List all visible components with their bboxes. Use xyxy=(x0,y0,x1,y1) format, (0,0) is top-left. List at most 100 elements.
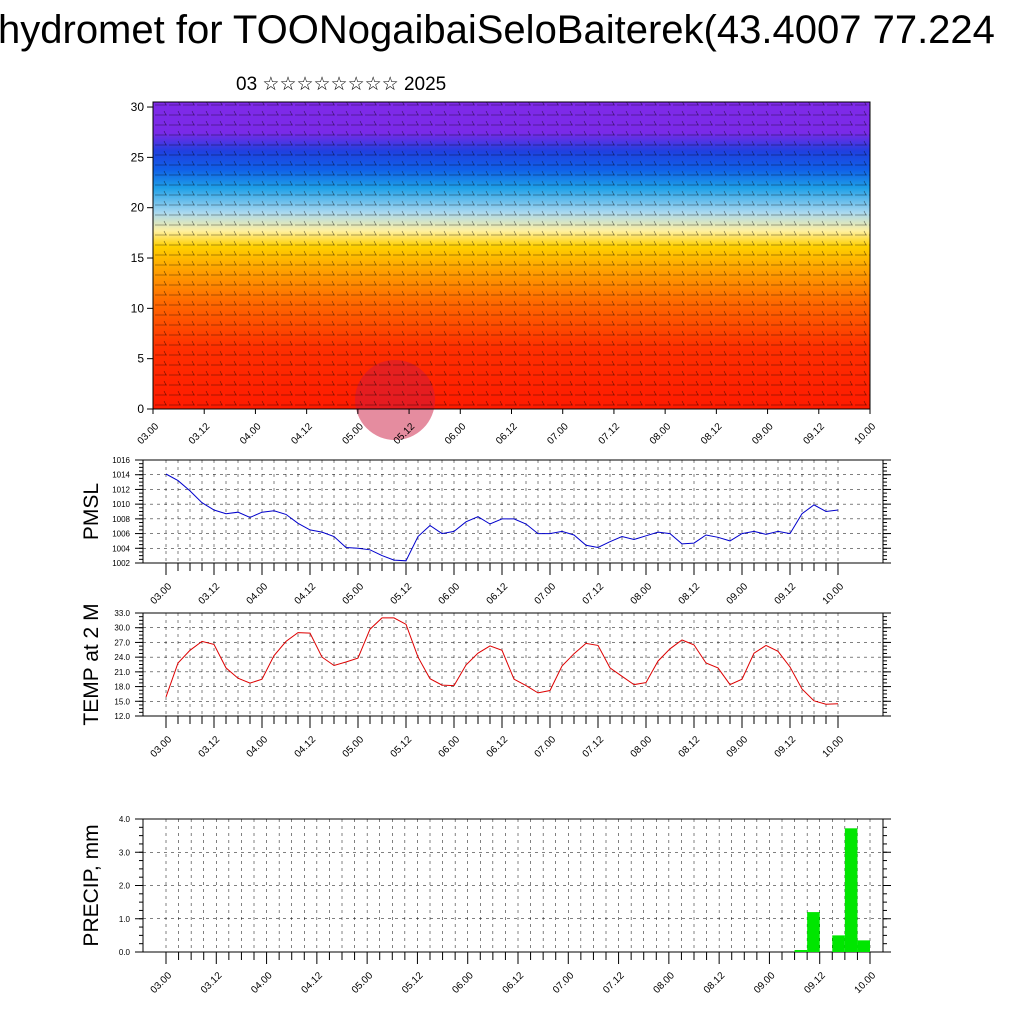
xtick-label: 07.12 xyxy=(581,734,607,760)
series-line xyxy=(165,617,839,705)
xtick-label: 08.00 xyxy=(652,970,678,996)
heatmap-ytick-label: 5 xyxy=(137,352,144,366)
heatmap-xtick-label: 07.12 xyxy=(597,421,623,447)
ytick-label: 21.0 xyxy=(114,668,130,677)
panel-frame xyxy=(142,459,884,564)
heatmap-xtick-label: 08.00 xyxy=(648,421,674,447)
precip-bar xyxy=(807,912,820,952)
y-axis-label: PMSL xyxy=(80,483,103,540)
ytick-label: 1014 xyxy=(112,471,130,480)
xtick-label: 07.00 xyxy=(551,970,577,996)
panel-frame xyxy=(142,612,884,717)
series-line xyxy=(165,473,839,562)
heatmap-xtick-label: 04.12 xyxy=(289,421,315,447)
ytick-label: 24.0 xyxy=(114,653,130,662)
heatmap-xtick-label: 03.00 xyxy=(136,421,162,447)
ytick-label: 4.0 xyxy=(119,815,131,824)
ytick-label: 15.0 xyxy=(114,697,130,706)
heatmap-xtick-label: 03.12 xyxy=(187,421,213,447)
xtick-label: 06.12 xyxy=(485,581,511,607)
ytick-label: 3.0 xyxy=(119,848,131,857)
xtick-label: 09.00 xyxy=(725,581,751,607)
xtick-label: 09.12 xyxy=(773,581,799,607)
xtick-label: 09.00 xyxy=(725,734,751,760)
ytick-label: 30.0 xyxy=(114,624,130,633)
xtick-label: 04.12 xyxy=(300,970,326,996)
y-axis-label: TEMP at 2 M xyxy=(80,603,103,725)
heatmap-xtick-label: 10.00 xyxy=(853,421,879,447)
heatmap-xtick-label: 06.00 xyxy=(443,421,469,447)
xtick-label: 07.00 xyxy=(533,734,559,760)
xtick-label: 03.00 xyxy=(149,734,175,760)
xtick-label: 09.00 xyxy=(752,970,778,996)
xtick-label: 07.12 xyxy=(601,970,627,996)
ytick-label: 1016 xyxy=(112,456,130,465)
xtick-label: 08.12 xyxy=(702,970,728,996)
heatmap-ytick-label: 0 xyxy=(137,402,144,416)
heatmap-xtick-label: 04.00 xyxy=(238,421,264,447)
xtick-label: 10.00 xyxy=(821,734,847,760)
wind-barbs xyxy=(153,102,870,409)
xtick-label: 08.00 xyxy=(629,734,655,760)
heatmap-xtick-label: 09.00 xyxy=(750,421,776,447)
xtick-label: 06.12 xyxy=(501,970,527,996)
heatmap-ytick-label: 10 xyxy=(131,301,145,315)
xtick-label: 03.12 xyxy=(197,734,223,760)
precip-bar xyxy=(844,828,858,952)
xtick-label: 04.12 xyxy=(293,581,319,607)
heatmap-xtick-label: 08.12 xyxy=(699,421,725,447)
chart-title: zhydromet for TOONogaibaiSeloBaiterek(43… xyxy=(0,8,995,52)
xtick-label: 04.00 xyxy=(249,970,275,996)
xtick-label: 04.00 xyxy=(245,581,271,607)
ytick-label: 1010 xyxy=(112,500,130,509)
heatmap-ytick-label: 25 xyxy=(131,150,145,164)
xtick-label: 09.12 xyxy=(802,970,828,996)
ytick-label: 1008 xyxy=(112,515,130,524)
xtick-label: 03.12 xyxy=(199,970,225,996)
xtick-label: 03.12 xyxy=(197,581,223,607)
xtick-label: 06.00 xyxy=(450,970,476,996)
precip-bar xyxy=(794,950,808,952)
heatmap-xtick-label: 06.12 xyxy=(494,421,520,447)
xtick-label: 05.12 xyxy=(389,581,415,607)
heatmap-xtick-label: 09.12 xyxy=(801,421,827,447)
precip-bar xyxy=(857,940,870,952)
heatmap-ytick-label: 15 xyxy=(131,251,145,265)
xtick-label: 06.00 xyxy=(437,581,463,607)
ytick-label: 12.0 xyxy=(114,712,130,721)
xtick-label: 05.12 xyxy=(389,734,415,760)
xtick-label: 08.00 xyxy=(629,581,655,607)
xtick-label: 04.12 xyxy=(293,734,319,760)
y-axis-label: PRECIP, mm xyxy=(80,824,103,946)
ytick-label: 1006 xyxy=(112,530,130,539)
ytick-label: 2.0 xyxy=(119,882,131,891)
heatmap-ytick-label: 30 xyxy=(131,100,145,114)
ytick-label: 18.0 xyxy=(114,683,130,692)
xtick-label: 03.00 xyxy=(149,970,175,996)
heatmap-xtick-label: 07.00 xyxy=(545,421,571,447)
ytick-label: 1012 xyxy=(112,485,130,494)
xtick-label: 06.00 xyxy=(437,734,463,760)
xtick-label: 05.12 xyxy=(400,970,426,996)
xtick-label: 10.00 xyxy=(821,581,847,607)
ytick-label: 0.0 xyxy=(119,948,131,957)
precip-bar xyxy=(832,935,845,952)
xtick-label: 07.00 xyxy=(533,581,559,607)
xtick-label: 05.00 xyxy=(350,970,376,996)
xtick-label: 08.12 xyxy=(677,734,703,760)
heatmap-ytick-label: 20 xyxy=(131,201,145,215)
heatmap-xtick-label: 05.00 xyxy=(341,421,367,447)
xtick-label: 04.00 xyxy=(245,734,271,760)
ytick-label: 27.0 xyxy=(114,638,130,647)
ytick-label: 1.0 xyxy=(119,915,131,924)
xtick-label: 08.12 xyxy=(677,581,703,607)
xtick-label: 06.12 xyxy=(485,734,511,760)
ytick-label: 1004 xyxy=(112,544,130,553)
xtick-label: 07.12 xyxy=(581,581,607,607)
xtick-label: 03.00 xyxy=(149,581,175,607)
pmsl-panel: 1002 1004 1006 1008 1010 1012 1014 1016 03.00 03.… xyxy=(80,456,891,607)
ytick-label: 1002 xyxy=(112,559,130,568)
xtick-label: 09.12 xyxy=(773,734,799,760)
